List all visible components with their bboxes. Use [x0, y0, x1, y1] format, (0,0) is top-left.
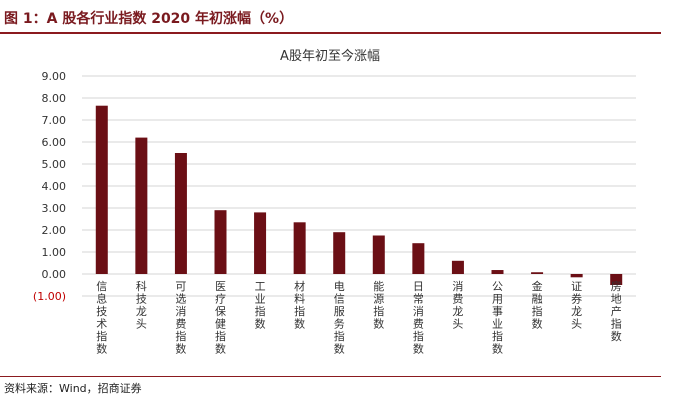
bar — [491, 270, 504, 274]
bar — [451, 260, 464, 274]
y-tick-label: 5.00 — [42, 158, 67, 171]
x-tick-label: 金融指数 — [532, 279, 543, 331]
y-tick-label: 0.00 — [42, 268, 67, 281]
gridlines — [82, 75, 636, 297]
chart-title: A股年初至今涨幅 — [280, 48, 380, 64]
chart-container: A股年初至今涨幅 9.00 8.00 7.00 6.00 5.00 4.00 3.00 2.0… — [0, 38, 661, 374]
bar — [174, 153, 187, 274]
y-tick-label: 2.00 — [42, 224, 67, 237]
bar — [412, 243, 425, 274]
bar — [214, 210, 227, 274]
x-tick-label: 信息技术指数 — [96, 280, 107, 356]
x-tick-label: 房地产指数 — [611, 280, 622, 343]
y-tick-label: 4.00 — [42, 180, 67, 193]
bars — [95, 105, 623, 285]
title-divider — [0, 32, 661, 34]
bar — [333, 232, 346, 274]
x-tick-label: 证券龙头 — [571, 280, 582, 331]
y-tick-label: 3.00 — [42, 202, 67, 215]
y-tick-label: 1.00 — [42, 246, 67, 259]
figure-title: 图 1：A 股各行业指数 2020 年初涨幅（%） — [4, 11, 294, 27]
bar — [372, 235, 385, 274]
x-tick-label: 公用事业指数 — [492, 280, 503, 356]
x-tick-label: 电信服务指数 — [334, 280, 345, 356]
x-tick-label: 科技龙头 — [136, 279, 147, 331]
x-axis-labels: 信息技术指数 科技龙头 可选消费指数 医疗保健指数 工业指数 材料指数 电信服务指数 能源指数… — [96, 279, 621, 356]
source-note: 资料来源：Wind，招商证券 — [4, 382, 142, 395]
y-tick-label: 9.00 — [42, 70, 67, 83]
y-tick-label: (1.00) — [33, 290, 66, 303]
bar-chart: A股年初至今涨幅 9.00 8.00 7.00 6.00 5.00 4.00 3.00 2.0… — [33, 48, 636, 356]
bar — [293, 222, 306, 274]
bar — [135, 137, 148, 274]
x-tick-label: 能源指数 — [373, 279, 384, 331]
y-tick-label: 7.00 — [42, 114, 67, 127]
bar — [95, 105, 108, 274]
bar — [570, 274, 583, 278]
x-tick-label: 可选消费指数 — [175, 280, 186, 356]
x-tick-label: 材料指数 — [294, 279, 305, 331]
y-tick-label: 8.00 — [42, 92, 67, 105]
x-tick-label: 医疗保健指数 — [215, 280, 226, 356]
y-tick-label: 6.00 — [42, 136, 67, 149]
bar — [254, 212, 267, 274]
x-tick-label: 工业指数 — [255, 280, 266, 331]
x-tick-label: 日常消费指数 — [413, 280, 424, 356]
x-tick-label: 消费龙头 — [452, 279, 463, 331]
bar — [610, 274, 623, 285]
bar — [531, 272, 544, 274]
y-axis-ticks: 9.00 8.00 7.00 6.00 5.00 4.00 3.00 2.00 1.00 0.00… — [33, 70, 66, 303]
source-divider — [0, 376, 661, 377]
